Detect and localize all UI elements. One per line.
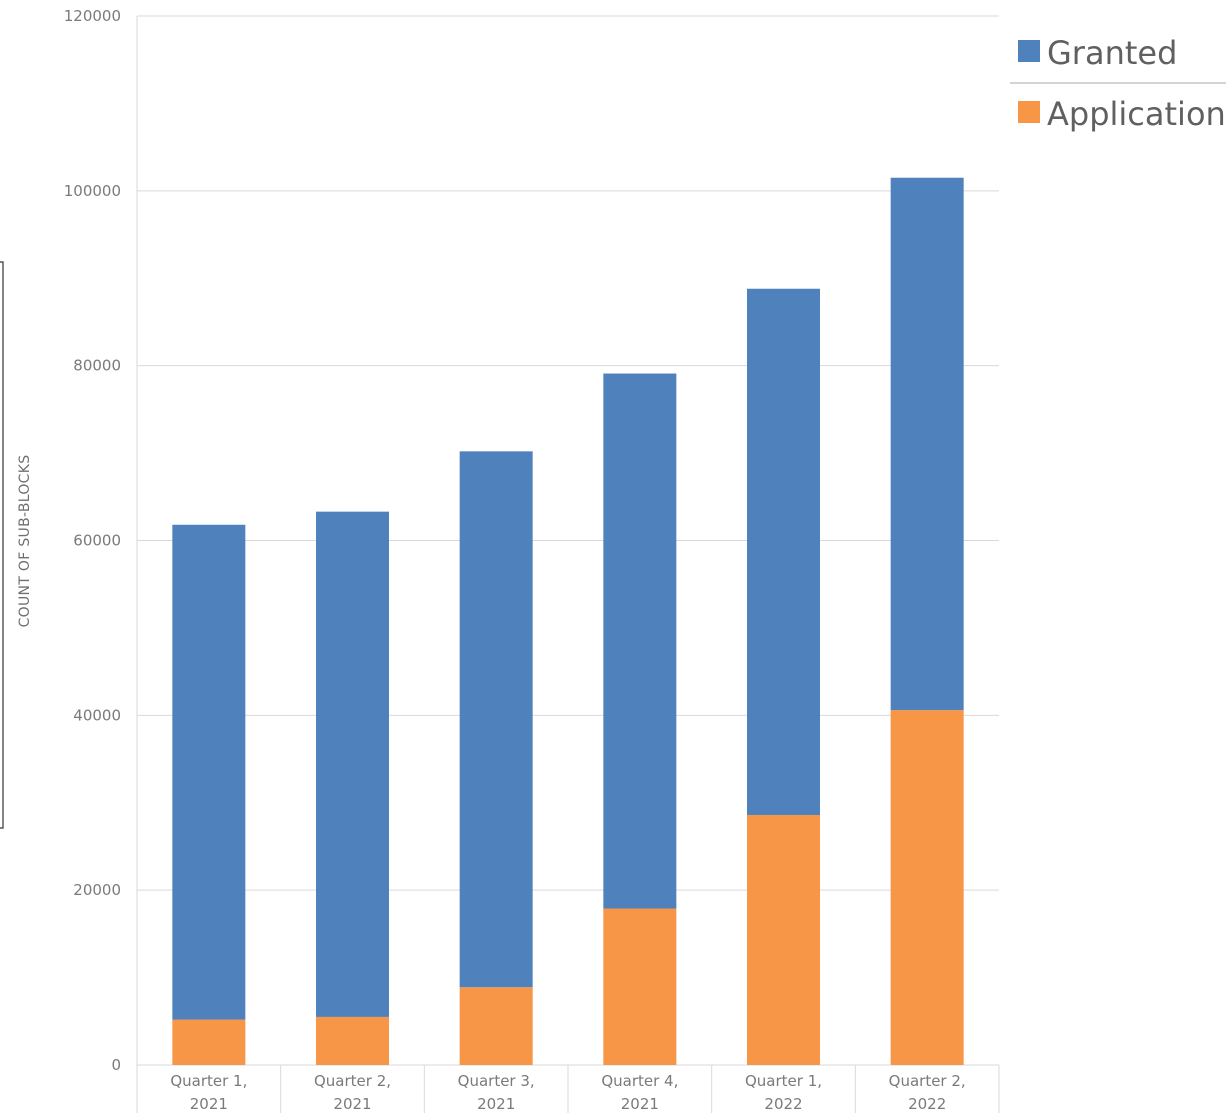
x-category-label: Quarter 1, xyxy=(170,1072,247,1090)
y-tick-label: 60000 xyxy=(73,532,121,550)
legend-swatch-application xyxy=(1018,101,1040,123)
x-category-label: 2021 xyxy=(190,1095,228,1113)
bar-application-5 xyxy=(747,814,820,1065)
bar-granted-3 xyxy=(459,451,533,988)
bar-granted-5 xyxy=(747,288,820,815)
y-tick-label: 100000 xyxy=(64,182,121,200)
y-axis-title: COUNT OF SUB-BLOCKS xyxy=(17,455,33,628)
bar-granted-1 xyxy=(172,524,246,1020)
y-tick-label: 40000 xyxy=(73,706,121,724)
bars xyxy=(172,177,964,1065)
x-category-label: 2022 xyxy=(764,1095,802,1113)
bar-granted-2 xyxy=(316,511,389,1017)
gridlines xyxy=(136,15,1000,1113)
axis-title-frame xyxy=(0,261,4,829)
x-category-label: 2021 xyxy=(333,1095,371,1113)
legend-label-application: Application xyxy=(1047,95,1226,133)
y-tick-label: 120000 xyxy=(64,7,121,25)
x-category-label: Quarter 1, xyxy=(745,1072,822,1090)
y-tick-label: 80000 xyxy=(73,357,121,375)
x-category-label: Quarter 3, xyxy=(458,1072,535,1090)
x-category-label: 2022 xyxy=(908,1095,946,1113)
bar-application-2 xyxy=(316,1016,389,1065)
bar-application-1 xyxy=(172,1019,246,1065)
bar-application-3 xyxy=(459,987,533,1065)
y-tick-label: 20000 xyxy=(73,881,121,899)
x-category-label: Quarter 2, xyxy=(314,1072,391,1090)
legend-label-granted: Granted xyxy=(1047,34,1177,72)
x-category-label: 2021 xyxy=(477,1095,515,1113)
legend-swatch-granted xyxy=(1018,40,1040,62)
x-axis-category-labels: Quarter 1, 2021 Quarter 2, 2021 Quarter 3, 20… xyxy=(170,1072,965,1113)
bar-granted-6 xyxy=(890,177,964,711)
bar-application-6 xyxy=(890,710,964,1065)
y-axis-tick-labels: 0 20000 40000 60000 80000 100000 120000 xyxy=(64,7,121,1074)
x-category-label: Quarter 4, xyxy=(601,1072,678,1090)
y-tick-label: 0 xyxy=(111,1056,121,1074)
legend: Granted Application xyxy=(1010,34,1226,133)
x-category-label: 2021 xyxy=(621,1095,659,1113)
x-category-label: Quarter 2, xyxy=(889,1072,966,1090)
bar-granted-4 xyxy=(603,373,677,909)
bar-application-4 xyxy=(603,908,677,1065)
